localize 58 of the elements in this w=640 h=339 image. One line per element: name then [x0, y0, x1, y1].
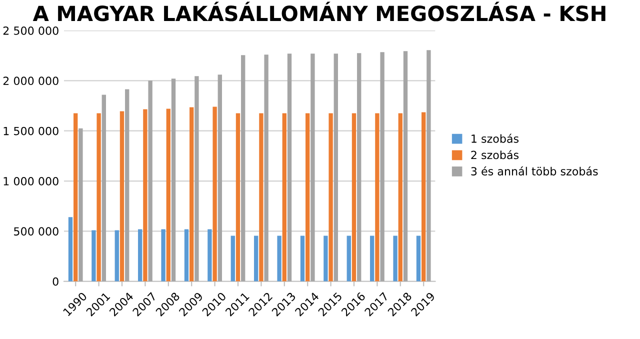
chart-title: A MAGYAR LAKÁSÁLLOMÁNY MEGOSZLÁSA - KSH	[32, 2, 606, 22]
bar	[138, 229, 142, 282]
bar	[328, 113, 333, 282]
bar	[114, 230, 119, 282]
bar	[120, 111, 124, 282]
bar	[310, 54, 315, 282]
bar	[166, 108, 170, 282]
bar	[352, 113, 356, 282]
bar	[259, 113, 264, 282]
bar	[422, 112, 426, 282]
bar	[208, 229, 212, 282]
legend-label: 2 szobás	[471, 150, 519, 160]
bar	[212, 106, 217, 282]
legend-label: 1 szobás	[472, 134, 519, 143]
bar	[218, 74, 222, 282]
bar	[184, 229, 189, 282]
bar	[74, 113, 78, 282]
bar	[403, 51, 408, 282]
bar	[125, 89, 130, 282]
bar	[393, 236, 398, 282]
bar	[282, 113, 286, 282]
bar	[143, 109, 148, 282]
bar	[236, 113, 240, 282]
y-tick-label: 0	[52, 277, 58, 286]
bar	[375, 113, 380, 282]
legend-label: 3 és annál több szobás	[471, 166, 598, 176]
bar	[190, 107, 194, 282]
bar	[92, 230, 96, 282]
bar	[346, 236, 351, 282]
bar	[96, 113, 101, 282]
bar	[254, 236, 258, 282]
bar	[148, 80, 152, 282]
y-tick-label: 1 000 000	[4, 177, 58, 186]
bar	[398, 113, 402, 282]
bar	[68, 217, 73, 282]
bar	[264, 54, 268, 282]
bar	[306, 113, 310, 282]
bar	[171, 78, 176, 282]
bar	[241, 55, 246, 282]
bar	[78, 128, 83, 282]
bar	[287, 54, 292, 282]
bar	[194, 76, 199, 282]
y-tick-label: 2 500 000	[3, 26, 58, 35]
bar	[334, 54, 338, 282]
bar	[324, 236, 328, 282]
bar	[102, 94, 106, 282]
bar	[370, 236, 374, 282]
bar	[426, 50, 431, 282]
bar	[357, 53, 362, 282]
bar	[277, 236, 282, 282]
bar	[161, 229, 166, 282]
y-tick-label: 1 500 000	[4, 126, 58, 136]
y-tick-label: 500 000	[14, 227, 58, 236]
bar	[300, 236, 305, 282]
bar	[416, 236, 421, 282]
bar	[380, 52, 384, 282]
bar	[230, 236, 235, 282]
y-tick-label: 2 000 000	[3, 76, 58, 86]
